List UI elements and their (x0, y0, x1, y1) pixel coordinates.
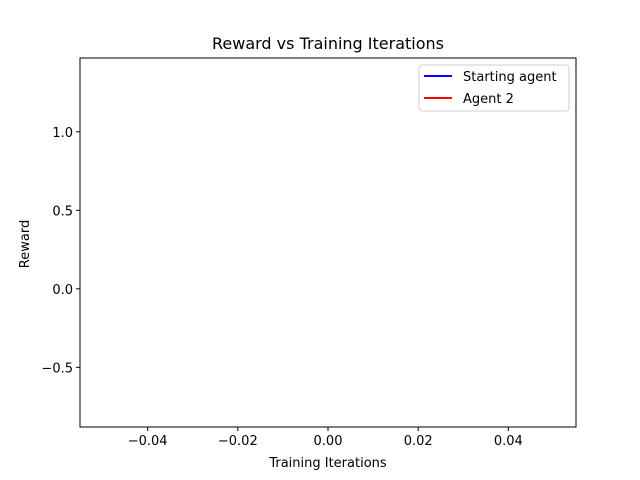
y-axis-label: Reward (18, 220, 33, 268)
x-tick-label: 0.00 (314, 434, 343, 449)
x-tick-label: 0.04 (494, 434, 523, 449)
legend-box (418, 64, 570, 112)
plot-area: −0.04 −0.02 0.00 0.02 0.04 −0.5 0.0 0.5 1.0 (41, 57, 577, 449)
y-tick-label: 0.0 (52, 283, 73, 298)
x-tick-label: −0.02 (218, 434, 258, 449)
legend-label-1: Starting agent (463, 70, 557, 85)
y-tick-label: 1.0 (52, 126, 73, 141)
y-tick-label: 0.5 (52, 204, 73, 219)
chart-title: Reward vs Training Iterations (212, 34, 444, 53)
x-tick-label: −0.04 (128, 434, 168, 449)
legend: Starting agent Agent 2 (418, 64, 570, 112)
x-axis-label: Training Iterations (268, 456, 387, 471)
x-tick-label: 0.02 (404, 434, 433, 449)
y-tick-label: −0.5 (41, 361, 73, 376)
legend-label-2: Agent 2 (463, 92, 514, 107)
